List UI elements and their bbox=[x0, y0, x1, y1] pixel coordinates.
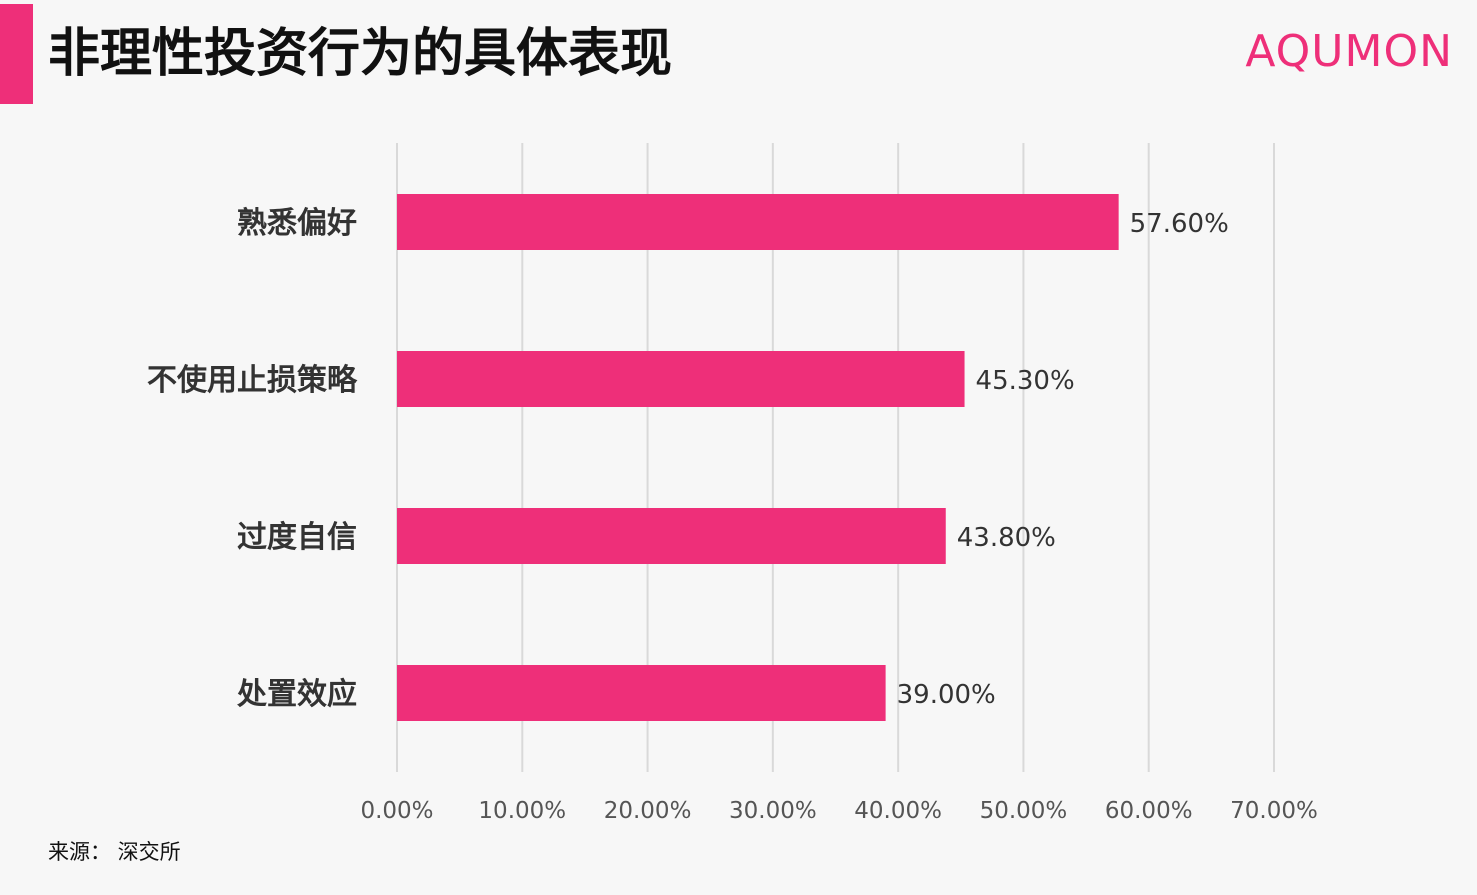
bar bbox=[397, 194, 1119, 250]
bar bbox=[397, 351, 965, 407]
data-label: 39.00% bbox=[897, 680, 996, 710]
category-label: 处置效应 bbox=[236, 677, 357, 712]
x-tick-label: 10.00% bbox=[478, 798, 566, 824]
x-tick-label: 70.00% bbox=[1230, 798, 1318, 824]
x-tick-label: 40.00% bbox=[854, 798, 942, 824]
category-label: 过度自信 bbox=[237, 520, 357, 555]
title-accent-bar bbox=[0, 4, 33, 104]
brand-logo: AQUMON bbox=[1245, 26, 1453, 77]
source-note: 来源： 深交所 bbox=[48, 840, 181, 864]
category-label: 熟悉偏好 bbox=[237, 206, 357, 241]
data-label: 57.60% bbox=[1130, 209, 1229, 239]
data-label: 45.30% bbox=[976, 366, 1075, 396]
data-label: 43.80% bbox=[957, 523, 1056, 553]
bar bbox=[397, 508, 946, 564]
bar bbox=[397, 665, 886, 721]
x-tick-label: 0.00% bbox=[360, 798, 433, 824]
x-tick-label: 50.00% bbox=[980, 798, 1068, 824]
x-tick-label: 60.00% bbox=[1105, 798, 1193, 824]
x-tick-label: 30.00% bbox=[729, 798, 817, 824]
page-title: 非理性投资行为的具体表现 bbox=[48, 24, 673, 84]
category-label: 不使用止损策略 bbox=[147, 363, 358, 398]
x-tick-label: 20.00% bbox=[604, 798, 692, 824]
